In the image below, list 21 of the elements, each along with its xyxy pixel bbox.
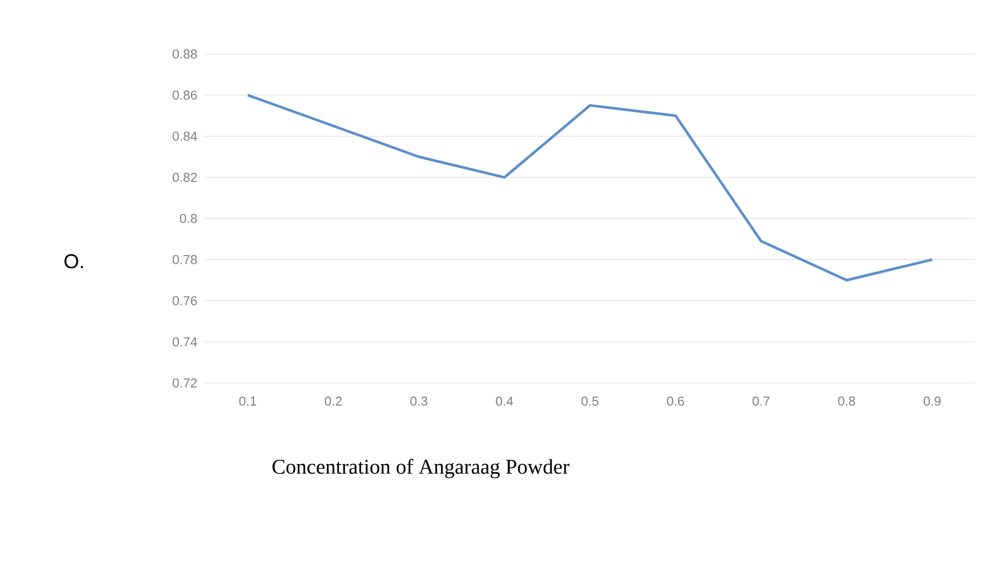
y-tick-label: 0.88 (172, 49, 197, 59)
x-tick-label: 0.3 (410, 396, 428, 406)
y-tick-label: 0.78 (172, 255, 197, 264)
y-tick-label: 0.74 (172, 337, 198, 346)
y-tick-label: 0.8 (180, 214, 197, 224)
x-tick-label: 0.9 (924, 396, 941, 406)
x-tick-label: 0.1 (239, 396, 256, 406)
x-tick-label: 0.8 (838, 396, 856, 406)
line-series (246, 94, 934, 282)
x-axis-title: Concentration of Angaraag Powder (272, 458, 570, 478)
y-tick-label: 0.76 (172, 296, 197, 306)
y-tick-label: 0.82 (172, 172, 197, 182)
x-tick-label: 0.5 (581, 396, 598, 406)
y-tick-label: 0.84 (172, 132, 198, 141)
x-tick-label: 0.7 (752, 396, 770, 406)
y-axis-title: O. (64, 254, 83, 268)
x-tick-label: 0.6 (667, 396, 684, 406)
y-tick-label: 0.72 (172, 378, 197, 388)
y-tick-label: 0.86 (172, 90, 197, 100)
x-tick-label: 0.4 (496, 396, 514, 406)
x-tick-label: 0.2 (324, 396, 342, 406)
